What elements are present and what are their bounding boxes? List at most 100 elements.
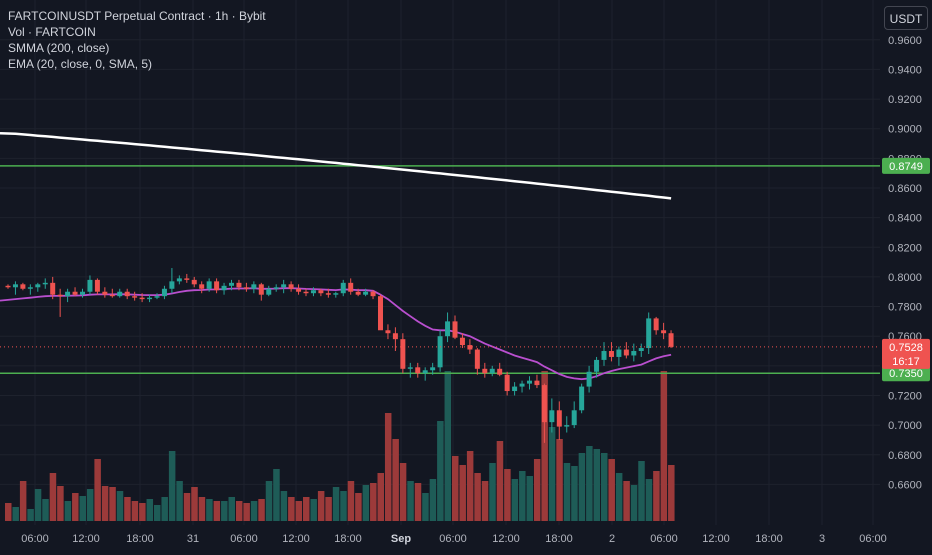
candle-body [557, 410, 562, 426]
candle-body [20, 284, 25, 288]
volume-bar [333, 487, 340, 521]
volume-bar [303, 497, 310, 521]
candle-body [28, 287, 33, 288]
volume-bar [646, 479, 653, 521]
candle-body [266, 289, 271, 295]
price-tick-label: 0.8000 [888, 272, 922, 284]
last-price-label: 0.7528 [889, 342, 923, 354]
volume-bar [169, 451, 176, 521]
candle-body [475, 350, 480, 369]
volume-bar [310, 499, 317, 521]
candle-body [624, 350, 629, 356]
volume-bar [50, 473, 57, 521]
volume-bar [661, 371, 668, 521]
time-tick-label: 12:00 [282, 533, 310, 545]
volume-bar [20, 481, 27, 521]
candle-body [162, 289, 167, 296]
candle-body [594, 360, 599, 372]
volume-bar [102, 486, 109, 521]
candle-body [490, 369, 495, 373]
time-tick-label: 12:00 [492, 533, 520, 545]
volume-bar [266, 481, 273, 521]
candle-body [654, 318, 659, 330]
chart-legend: FARTCOINUSDT Perpetual Contract · 1h · B… [8, 8, 266, 72]
candle-body [430, 367, 435, 370]
time-tick-label: 18:00 [755, 533, 783, 545]
candle-body [132, 296, 137, 297]
volume-bar [243, 503, 250, 521]
volume-bar [445, 371, 452, 521]
volume-bar [385, 413, 392, 521]
candle-body [534, 381, 539, 385]
volume-bar [109, 487, 116, 521]
candle-body [35, 284, 40, 287]
volume-bar [564, 463, 571, 521]
candle-body [423, 370, 428, 373]
candle-body [542, 385, 547, 422]
candle-body [385, 330, 390, 333]
candle-body [236, 283, 241, 287]
volume-bar [348, 481, 355, 521]
volume-bar [489, 463, 496, 521]
candle-body [616, 350, 621, 357]
candle-body [512, 387, 517, 391]
candle-body [311, 290, 316, 293]
legend-ema[interactable]: EMA (20, close, 0, SMA, 5) [8, 56, 266, 72]
candle-body [43, 283, 48, 284]
time-tick-label: 2 [609, 533, 615, 545]
currency-button[interactable]: USDT [884, 6, 928, 30]
legend-title[interactable]: FARTCOINUSDT Perpetual Contract · 1h · B… [8, 8, 266, 24]
countdown-label: 16:17 [892, 356, 920, 368]
volume-bar [117, 491, 124, 521]
candle-body [363, 292, 368, 295]
candle-body [102, 292, 107, 295]
time-tick-label: 12:00 [702, 533, 730, 545]
volume-bar [251, 501, 258, 521]
volume-bar [571, 466, 578, 521]
candle-body [602, 351, 607, 360]
legend-smma[interactable]: SMMA (200, close) [8, 40, 266, 56]
candle-body [445, 321, 450, 336]
candle [646, 312, 651, 353]
time-tick-label: 31 [187, 533, 199, 545]
candle-body [207, 281, 212, 288]
candle-body [505, 375, 510, 391]
hline-price-label: 0.8749 [889, 161, 923, 173]
volume-bar [236, 501, 243, 521]
volume-bar [325, 497, 332, 521]
volume-bar [437, 421, 444, 521]
candle-body [348, 283, 353, 292]
volume-bar [27, 509, 33, 521]
candle-body [579, 387, 584, 411]
volume-bar [57, 486, 64, 521]
candle-body [95, 280, 100, 292]
candle-body [58, 295, 63, 296]
volume-bar [579, 453, 586, 521]
candle-body [177, 278, 182, 281]
candle [438, 330, 443, 371]
candle-body [169, 281, 174, 288]
candle [579, 384, 584, 414]
time-tick-label: 06:00 [230, 533, 258, 545]
time-tick-label: 06:00 [650, 533, 678, 545]
candle-body [125, 292, 130, 296]
candle-body [110, 295, 115, 296]
legend-volume[interactable]: Vol · FARTCOIN [8, 24, 266, 40]
candle-body [408, 367, 413, 368]
volume-bar [504, 469, 511, 521]
volume-bar [415, 483, 422, 521]
candle [400, 333, 405, 373]
candle-body [184, 278, 189, 279]
volume-bar [94, 459, 101, 521]
candle-body [341, 283, 346, 293]
volume-bar [378, 473, 385, 521]
candle [378, 295, 383, 331]
volume-bar [459, 465, 466, 521]
candle-body [631, 351, 636, 355]
candle-body [482, 369, 487, 373]
candle-body [251, 284, 256, 288]
volume-bar [35, 489, 42, 521]
time-axis[interactable]: 06:00 12:00 18:00 31 06:00 12:00 18:00 Sep 06:00… [21, 533, 887, 545]
